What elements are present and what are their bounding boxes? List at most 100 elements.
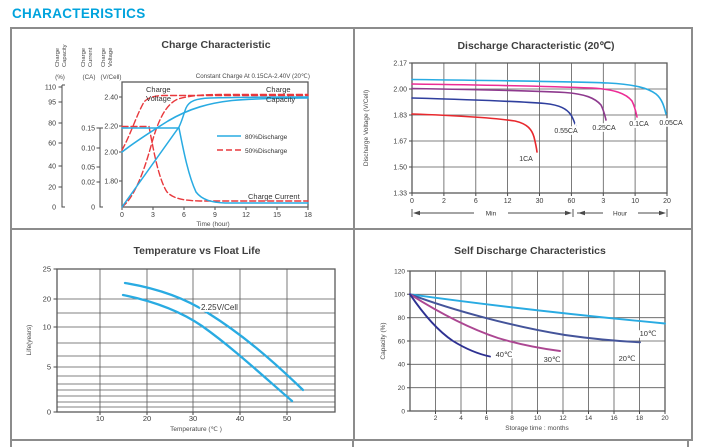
tick-label: 30	[536, 198, 544, 205]
tick-label: 110	[45, 85, 56, 92]
tick-label: 12	[242, 212, 250, 219]
tick-label: 40	[48, 164, 56, 171]
axis-header-voltage-line2: Voltage	[108, 48, 114, 67]
tick-label: 6	[474, 198, 478, 205]
tick-label: 9	[213, 212, 217, 219]
charge-characteristic-chart: Charge Characteristic Charge Capacity Ch…	[45, 39, 312, 228]
tick-label: 1.33	[393, 191, 407, 198]
chart-title: Temperature vs Float Life	[133, 245, 260, 257]
annotation-charge-capacity-line1: Charge	[266, 85, 291, 94]
charts-table-border	[10, 27, 693, 441]
axis-header-current-line1: Charge	[81, 48, 87, 67]
tick-label: 0	[120, 212, 124, 219]
arrowhead	[659, 210, 666, 216]
tick-label: 40	[236, 414, 244, 423]
curve-float-life-upper	[123, 281, 305, 392]
tick-label: 100	[394, 292, 405, 299]
arrowhead	[413, 210, 420, 216]
y-axis-title: Discharge Voltage (V/Cell)	[363, 90, 370, 166]
plot-area	[56, 268, 336, 413]
tick-label: 120	[394, 268, 405, 275]
x-axis-title: Storage time : months	[505, 425, 569, 432]
tick-label: 2.40	[104, 95, 118, 102]
section-label-min: Min	[486, 211, 497, 218]
chart-title: Discharge Characteristic (20℃)	[457, 40, 614, 52]
section-label-hour: Hour	[613, 211, 628, 218]
arrowhead	[565, 210, 572, 216]
legend: 80%Discharge 50%Discharge	[217, 134, 288, 155]
annotation-charge-voltage-line1: Charge	[146, 85, 171, 94]
table-border-stub	[687, 441, 689, 447]
discharge-characteristic-chart: Discharge Characteristic (20℃) Discharge…	[363, 40, 685, 219]
annotation-charge-current: Charge Current	[248, 192, 301, 201]
curve-label-30C: 30℃	[544, 355, 561, 364]
table-border-stub	[10, 441, 12, 447]
tick-label: 20	[48, 185, 56, 192]
tick-label: 4	[459, 415, 463, 422]
tick-label: 0.02	[81, 180, 95, 187]
y-axis-title: Capacity (%)	[380, 322, 387, 359]
tick-label: 15	[273, 212, 281, 219]
annotation-float-voltage: 2.25V/Cell	[201, 303, 238, 312]
section-arrow-lines	[411, 209, 668, 217]
annotation-charge-capacity-line2: Capacity	[266, 95, 295, 104]
tick-label: 2.00	[104, 150, 118, 157]
tick-label: 0	[410, 198, 414, 205]
curve-20C	[409, 293, 641, 344]
tick-label: 1.50	[393, 165, 407, 172]
tick-label: 20	[43, 295, 51, 304]
arrowhead	[578, 210, 585, 216]
tick-label: 2	[434, 415, 438, 422]
tick-label: 10	[96, 414, 104, 423]
axis-unit-vcell: (V/Cell)	[101, 74, 122, 81]
tick-label: 25	[43, 265, 51, 274]
axis-ticks	[53, 268, 288, 415]
tick-label: 0.10	[81, 146, 95, 153]
tick-label: 8	[510, 415, 514, 422]
tick-label: 0	[91, 205, 95, 212]
axis-header-capacity-line1: Charge	[55, 48, 61, 67]
curve-label-10C: 10℃	[640, 329, 657, 338]
axis-header-current-line2: Current	[88, 47, 94, 67]
plot-area	[121, 81, 309, 208]
tick-label: 0.15	[81, 126, 95, 133]
axis-ticks	[407, 270, 666, 414]
time-axis-ticks	[121, 207, 309, 210]
axis-ticks	[409, 62, 668, 196]
legend-label-80pct: 80%Discharge	[245, 134, 288, 141]
curve-40C	[409, 293, 491, 358]
tick-label: 18	[636, 415, 644, 422]
curve-label-40C: 40℃	[496, 350, 513, 359]
tick-label: 12	[504, 198, 512, 205]
chart-title: Charge Characteristic	[161, 39, 270, 51]
tick-label: 6	[485, 415, 489, 422]
tick-label: 18	[304, 212, 312, 219]
tick-label: 2.20	[104, 124, 118, 131]
tick-label: 60	[568, 198, 576, 205]
tick-label: 6	[182, 212, 186, 219]
table-border-stub	[352, 441, 354, 447]
chart-title: Self Discharge Characteristics	[454, 245, 606, 257]
annotation-charge-voltage-line2: Voltage	[146, 94, 171, 103]
tick-label: 20	[661, 415, 669, 422]
tick-label: 12	[559, 415, 567, 422]
legend-label-50pct: 50%Discharge	[245, 148, 288, 155]
curve-10C	[409, 293, 666, 325]
axis-unit-ca: (CA)	[83, 74, 96, 81]
tick-label: 1.67	[393, 139, 407, 146]
capacity-axis	[58, 84, 65, 208]
tick-label: 3	[601, 198, 605, 205]
curve-label-0.55CA: 0.55CA	[554, 128, 578, 135]
curve-0.25CA	[411, 87, 607, 121]
tick-label: 10	[534, 415, 542, 422]
tick-label: 16	[610, 415, 618, 422]
tick-label: 0	[401, 408, 405, 415]
tick-label: 80	[48, 121, 56, 128]
tick-label: 95	[48, 100, 56, 107]
tick-label: 1.80	[104, 179, 118, 186]
table-horizontal-divider	[12, 228, 691, 230]
tick-label: 1.83	[393, 113, 407, 120]
curve-0.1CA	[411, 83, 638, 118]
